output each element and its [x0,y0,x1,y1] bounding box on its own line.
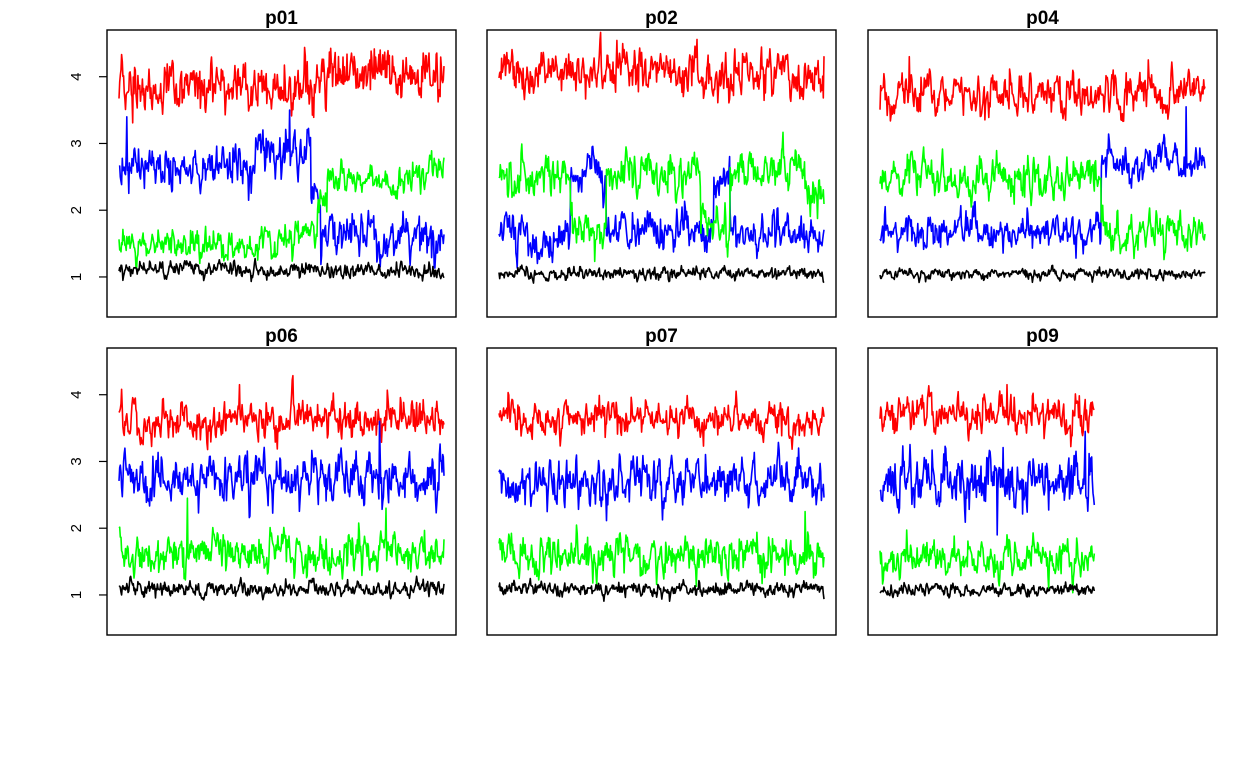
y-tick-label: 4 [68,391,85,399]
series-line [879,529,1096,594]
y-tick-label: 2 [68,206,85,214]
panel-frame [486,347,837,636]
panel-title: p07 [645,326,678,347]
series-line [118,420,445,519]
series-line [498,145,825,269]
y-tick-label: 1 [68,273,85,281]
series-line [498,131,825,263]
series-line [118,257,445,283]
panel-frame [486,29,837,318]
series-line [498,577,825,602]
y-tick-label: 3 [68,139,85,147]
panel-p01: p01 1 2 3 4 [68,8,457,318]
y-tick-label: 4 [68,73,85,81]
series-line [498,390,825,450]
y-tick-label: 3 [68,457,85,465]
panel-p07: p07 [486,326,837,636]
series-line [118,575,445,601]
panel-title: p02 [645,8,678,29]
series-line [118,374,445,451]
series-line [879,430,1096,536]
series-line [879,581,1096,599]
panel-frame [106,347,457,636]
y-tick-label: 1 [68,591,85,599]
series-line [879,264,1206,284]
series-line [498,31,825,104]
y-tick-label: 2 [68,524,85,532]
panel-p02: p02 [486,8,837,318]
panel-title: p01 [265,8,298,29]
series-line [118,497,445,581]
panel-p04: p04 [867,8,1218,318]
series-line [118,46,445,124]
series-line [879,383,1095,448]
panel-p06: p06 1 2 3 4 [68,326,457,636]
series-line [118,109,445,269]
series-line [879,55,1206,123]
panel-frame [867,347,1218,636]
series-line [879,106,1206,259]
panel-title: p06 [265,326,298,347]
panel-title: p04 [1026,8,1059,29]
panel-title: p09 [1026,326,1059,347]
panel-frame [867,29,1218,318]
series-line [118,150,445,269]
series-line [498,441,825,522]
panel-frame [106,29,457,318]
series-line [498,510,825,588]
series-line [498,264,825,284]
panel-p09: p09 [867,326,1218,636]
series-line [879,146,1206,261]
